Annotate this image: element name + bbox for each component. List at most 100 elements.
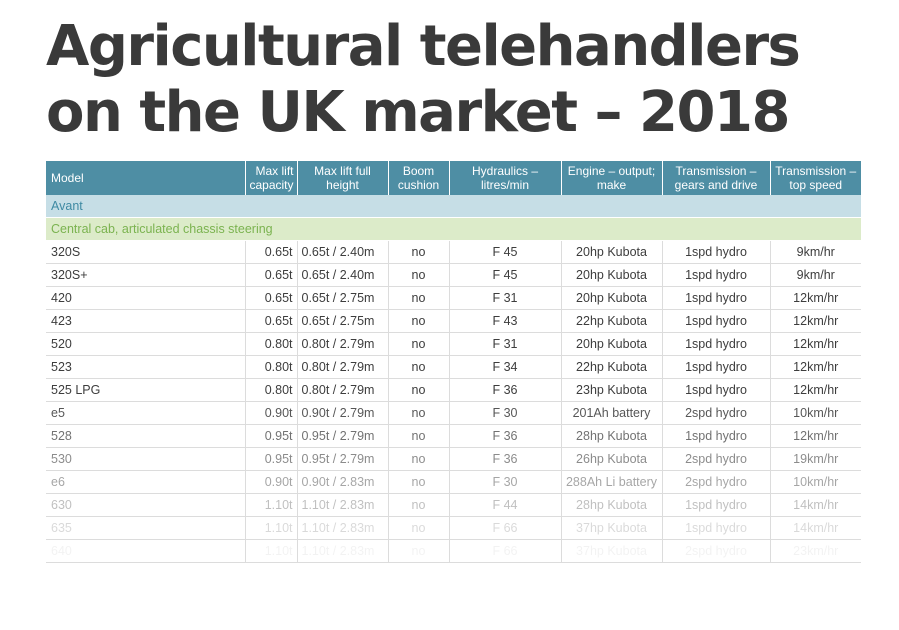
cell-max-lift-full-height: 0.65t / 2.75m [297,286,389,310]
cell-max-lift-full-height: 0.90t / 2.83m [297,470,389,494]
table-row: 640 1.10t 1.10t / 2.83m no F 66 37hp Kubota 2s… [46,539,861,563]
cell-max-lift-capacity: 0.80t [245,355,298,379]
cell-max-lift-full-height: 0.95t / 2.79m [297,424,389,448]
table-row: 630 1.10t 1.10t / 2.83m no F 44 28hp Kubota 1s… [46,493,861,517]
table-row: 525 LPG 0.80t 0.80t / 2.79m no F 36 23hp Kubo… [46,378,861,402]
brand-name: Avant [46,195,861,218]
cell-transmission-gears: 1spd hydro [662,355,771,379]
cell-model: 530 [46,447,246,471]
cell-transmission-gears: 1spd hydro [662,332,771,356]
cell-engine: 20hp Kubota [561,286,663,310]
table-row: 520 0.80t 0.80t / 2.79m no F 31 20hp Kubota 1s… [46,332,861,356]
cell-model: e5 [46,401,246,425]
table-row: 320S+ 0.65t 0.65t / 2.40m no F 45 20hp Kubota… [46,263,861,287]
cell-max-lift-full-height: 1.10t / 2.83m [297,516,389,540]
table-row: 523 0.80t 0.80t / 2.79m no F 34 22hp Kubota 1s… [46,355,861,379]
cell-engine: 28hp Kubota [561,493,663,517]
cell-engine: 23hp Kubota [561,378,663,402]
cell-model: 423 [46,309,246,333]
table-row: 423 0.65t 0.65t / 2.75m no F 43 22hp Kubota 1s… [46,309,861,333]
cell-transmission-gears: 1spd hydro [662,424,771,448]
cell-max-lift-capacity: 0.95t [245,424,298,448]
cell-hydraulics: F 36 [449,447,562,471]
cell-engine: 20hp Kubota [561,332,663,356]
cell-max-lift-capacity: 0.65t [245,263,298,287]
cell-model: 320S+ [46,263,246,287]
cell-max-lift-full-height: 0.90t / 2.79m [297,401,389,425]
table-row: 635 1.10t 1.10t / 2.83m no F 66 37hp Kubota 1s… [46,516,861,540]
column-header-model: Model [46,161,246,195]
cell-hydraulics: F 43 [449,309,562,333]
cell-engine: 20hp Kubota [561,240,663,264]
cell-engine: 201Ah battery [561,401,663,425]
cell-max-lift-capacity: 0.65t [245,240,298,264]
cell-engine: 26hp Kubota [561,447,663,471]
cell-transmission-gears: 1spd hydro [662,240,771,264]
cell-max-lift-capacity: 1.10t [245,493,298,517]
column-header-engine: Engine – output; make [561,161,663,195]
cell-transmission-speed: 12km/hr [770,309,861,333]
cell-max-lift-capacity: 0.90t [245,470,298,494]
cell-max-lift-full-height: 0.65t / 2.75m [297,309,389,333]
column-header-transmission-speed: Transmission – top speed [770,161,861,195]
table-row: 528 0.95t 0.95t / 2.79m no F 36 28hp Kubota 1s… [46,424,861,448]
cell-boom-cushion: no [388,539,450,563]
cell-transmission-speed: 14km/hr [770,516,861,540]
cell-boom-cushion: no [388,309,450,333]
cell-boom-cushion: no [388,286,450,310]
cell-transmission-speed: 10km/hr [770,470,861,494]
cell-transmission-speed: 12km/hr [770,286,861,310]
cell-boom-cushion: no [388,493,450,517]
cell-hydraulics: F 31 [449,332,562,356]
cell-max-lift-capacity: 0.65t [245,286,298,310]
cell-transmission-gears: 2spd hydro [662,447,771,471]
cell-model: 630 [46,493,246,517]
cell-transmission-gears: 1spd hydro [662,263,771,287]
cell-hydraulics: F 66 [449,516,562,540]
cell-transmission-gears: 1spd hydro [662,309,771,333]
cell-max-lift-full-height: 1.10t / 2.83m [297,539,389,563]
column-header-boom-cushion: Boom cushion [388,161,450,195]
cell-hydraulics: F 30 [449,401,562,425]
title-line-2: on the UK market – 2018 [46,80,790,145]
cell-transmission-gears: 1spd hydro [662,378,771,402]
cell-transmission-gears: 1spd hydro [662,286,771,310]
cell-transmission-speed: 10km/hr [770,401,861,425]
cell-model: 635 [46,516,246,540]
cell-hydraulics: F 66 [449,539,562,563]
column-header-hydraulics: Hydraulics – litres/min [449,161,562,195]
column-header-max-lift-capacity: Max lift capacity [245,161,298,195]
cell-transmission-gears: 2spd hydro [662,401,771,425]
cell-model: 640 [46,539,246,563]
cell-max-lift-full-height: 0.80t / 2.79m [297,332,389,356]
cell-engine: 37hp Kubota [561,539,663,563]
cell-engine: 22hp Kubota [561,309,663,333]
cell-model: e6 [46,470,246,494]
cell-max-lift-full-height: 1.10t / 2.83m [297,493,389,517]
cell-max-lift-full-height: 0.95t / 2.79m [297,447,389,471]
cell-max-lift-full-height: 0.80t / 2.79m [297,355,389,379]
cell-hydraulics: F 34 [449,355,562,379]
cell-boom-cushion: no [388,240,450,264]
cell-hydraulics: F 36 [449,424,562,448]
cell-engine: 37hp Kubota [561,516,663,540]
cell-transmission-speed: 12km/hr [770,355,861,379]
cell-transmission-speed: 19km/hr [770,447,861,471]
cell-model: 523 [46,355,246,379]
cell-boom-cushion: no [388,378,450,402]
cell-boom-cushion: no [388,424,450,448]
cell-max-lift-full-height: 0.65t / 2.40m [297,240,389,264]
cell-transmission-speed: 14km/hr [770,493,861,517]
cell-max-lift-capacity: 0.80t [245,378,298,402]
cell-model: 520 [46,332,246,356]
cell-max-lift-full-height: 0.65t / 2.40m [297,263,389,287]
cell-model: 528 [46,424,246,448]
cell-transmission-gears: 1spd hydro [662,516,771,540]
cell-max-lift-capacity: 1.10t [245,516,298,540]
table-body: 320S 0.65t 0.65t / 2.40m no F 45 20hp Kubota 1… [46,240,861,563]
cell-transmission-speed: 12km/hr [770,424,861,448]
brand-row: Avant [46,195,861,218]
cell-hydraulics: F 36 [449,378,562,402]
table-row: e6 0.90t 0.90t / 2.83m no F 30 288Ah Li batte… [46,470,861,494]
cell-max-lift-capacity: 0.80t [245,332,298,356]
